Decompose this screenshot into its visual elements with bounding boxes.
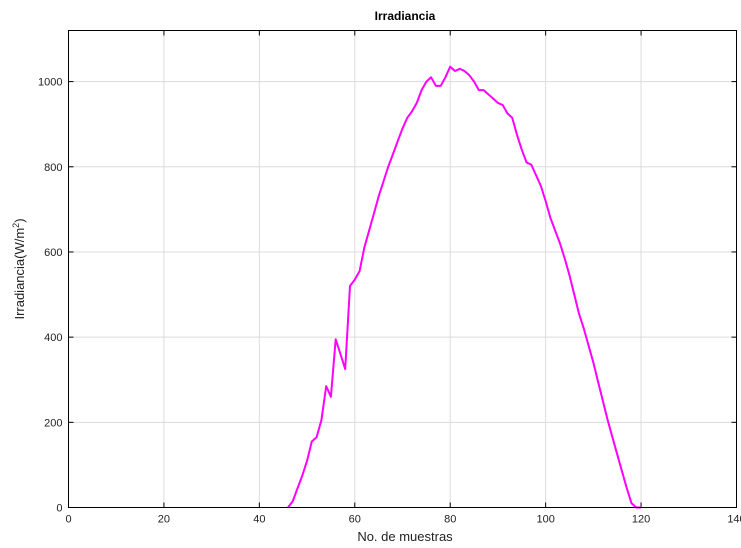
chart-title: Irradiancia bbox=[375, 9, 436, 23]
y-tick-label: 200 bbox=[44, 417, 62, 429]
y-axis-label-superscript: 2 bbox=[11, 223, 21, 228]
x-axis-label: No. de muestras bbox=[357, 529, 453, 544]
x-tick-label: 100 bbox=[536, 514, 554, 526]
x-tick-label: 80 bbox=[444, 514, 456, 526]
x-tick-label: 40 bbox=[253, 514, 265, 526]
y-axis-label-suffix: ) bbox=[12, 218, 27, 222]
axis-ticks bbox=[68, 30, 737, 508]
grid bbox=[68, 30, 737, 508]
y-tick-label: 1000 bbox=[38, 77, 62, 89]
y-tick-label: 0 bbox=[56, 503, 62, 515]
x-tick-label: 60 bbox=[349, 514, 361, 526]
y-tick-labels: 0 200 400 600 800 1000 bbox=[38, 77, 62, 515]
y-axis-label-main: Irradiancia(W/m bbox=[12, 228, 27, 320]
x-tick-label: 0 bbox=[65, 514, 71, 526]
plot-frame bbox=[68, 30, 737, 508]
y-tick-label: 600 bbox=[44, 247, 62, 259]
irradiance-series-line bbox=[287, 65, 642, 509]
y-tick-label: 800 bbox=[44, 162, 62, 174]
x-tick-label: 140 bbox=[727, 514, 741, 526]
y-axis-label: Irradiancia(W/m2) bbox=[11, 218, 27, 319]
x-tick-label: 120 bbox=[632, 514, 650, 526]
y-tick-label: 400 bbox=[44, 332, 62, 344]
x-tick-label: 20 bbox=[158, 514, 170, 526]
x-tick-labels: 0 20 40 60 80 100 120 140 bbox=[65, 514, 741, 526]
